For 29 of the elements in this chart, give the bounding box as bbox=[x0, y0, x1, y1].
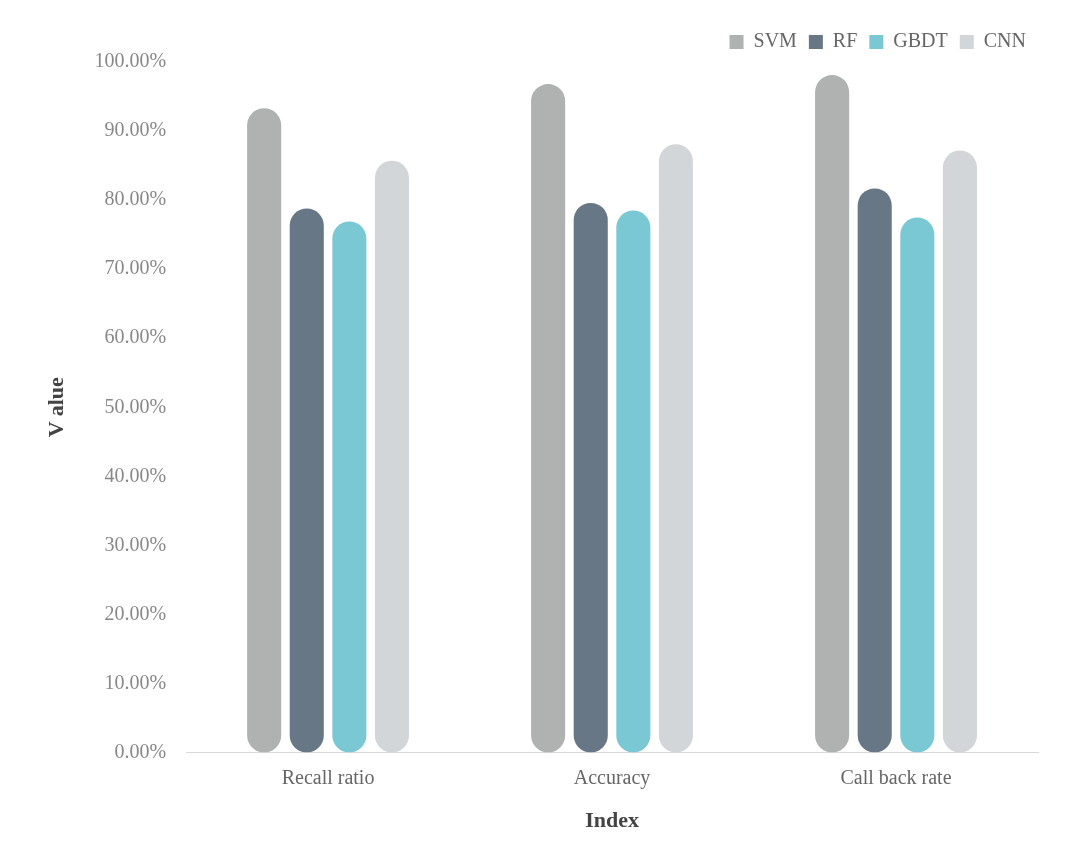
legend-label: RF bbox=[832, 29, 858, 52]
y-tick-label: 90.00% bbox=[104, 118, 167, 141]
y-tick-label: 0.00% bbox=[114, 739, 167, 762]
y-tick-label: 10.00% bbox=[104, 670, 167, 693]
legend-label: GBDT bbox=[893, 29, 948, 52]
x-tick-label: Recall ratio bbox=[281, 765, 375, 788]
bar bbox=[857, 188, 892, 753]
x-axis-title: Index bbox=[585, 807, 639, 833]
bar bbox=[616, 210, 651, 753]
y-tick-label: 60.00% bbox=[104, 325, 167, 348]
legend-label: SVM bbox=[753, 29, 798, 52]
bar bbox=[531, 84, 566, 753]
bar bbox=[247, 108, 282, 753]
y-tick-label: 50.00% bbox=[104, 394, 167, 417]
y-tick-label: 80.00% bbox=[104, 187, 167, 210]
y-tick-label: 40.00% bbox=[104, 463, 167, 486]
bar bbox=[573, 202, 608, 753]
y-tick-label: 30.00% bbox=[104, 532, 167, 555]
bar bbox=[815, 75, 850, 753]
y-tick-label: 20.00% bbox=[104, 601, 167, 624]
x-tick-label: Accuracy bbox=[573, 765, 651, 789]
bar bbox=[289, 208, 324, 753]
x-tick-label: Call back rate bbox=[840, 765, 952, 788]
legend-label: CNN bbox=[983, 29, 1027, 52]
y-tick-label: 100.00% bbox=[94, 49, 167, 72]
y-axis-title: V alue bbox=[42, 377, 68, 438]
bar bbox=[900, 217, 935, 753]
bar bbox=[332, 221, 367, 753]
y-tick-label: 70.00% bbox=[104, 256, 167, 279]
